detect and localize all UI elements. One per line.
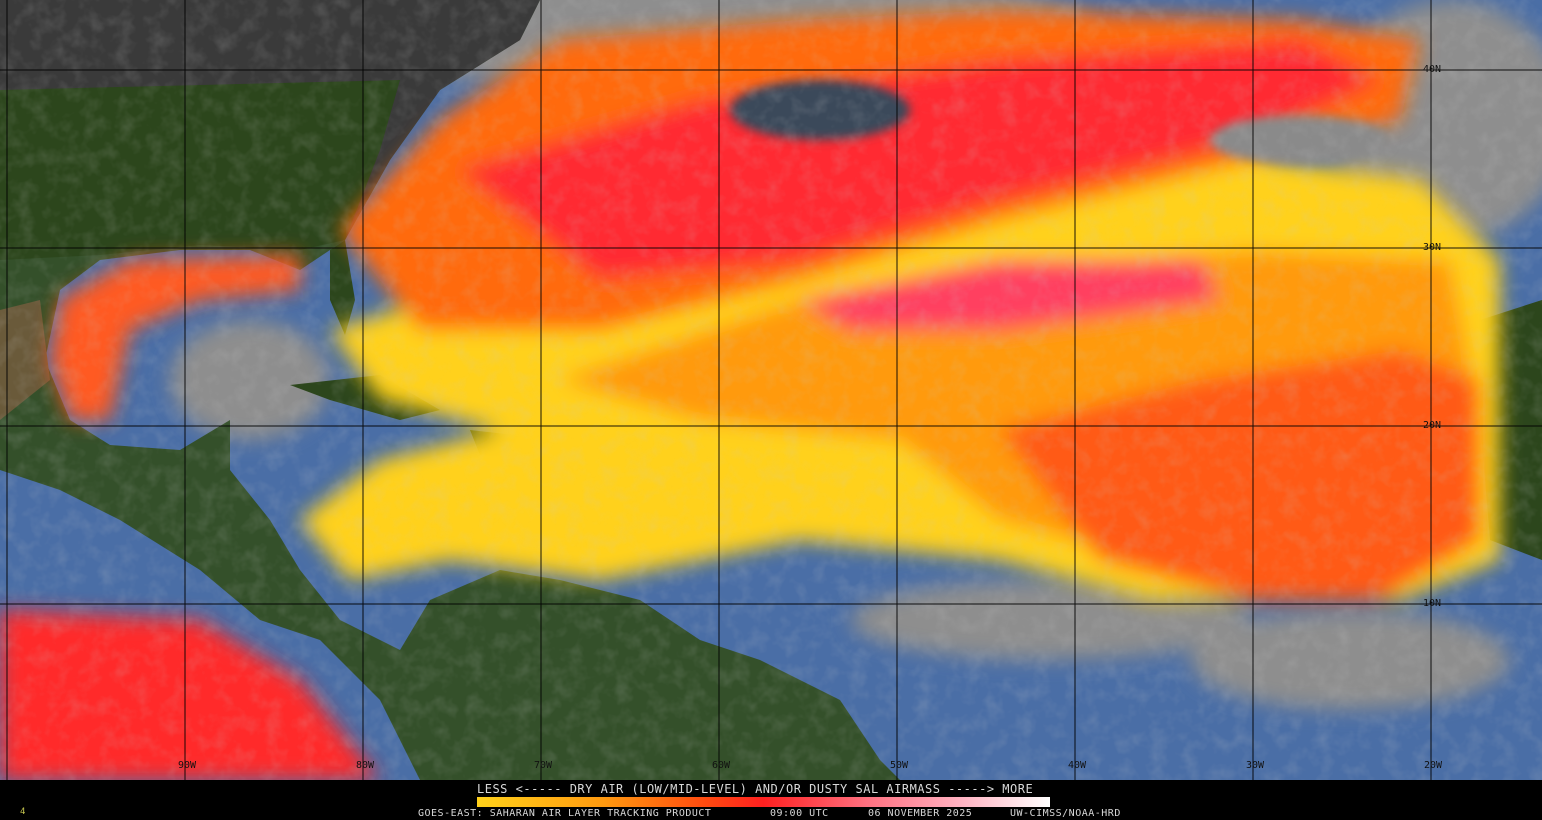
legend-colorbar	[477, 797, 1050, 807]
sal-satellite-map	[0, 0, 1542, 780]
frame-number: 4	[20, 807, 26, 817]
lat-label-10n: 10N	[1423, 598, 1442, 609]
lon-label-90w: 90W	[178, 760, 197, 771]
lat-label-30n: 30N	[1423, 242, 1442, 253]
date-label: 06 NOVEMBER 2025	[868, 808, 973, 819]
graticule	[0, 0, 1542, 780]
lat-label-20n: 20N	[1423, 420, 1442, 431]
lat-label-40n: 40N	[1423, 64, 1442, 75]
lon-label-20w: 20W	[1424, 760, 1443, 771]
time-label: 09:00 UTC	[770, 808, 829, 819]
lon-label-70w: 70W	[534, 760, 553, 771]
lon-label-50w: 50W	[890, 760, 909, 771]
lon-label-80w: 80W	[356, 760, 375, 771]
lon-label-30w: 30W	[1246, 760, 1265, 771]
legend-title: LESS <----- DRY AIR (LOW/MID-LEVEL) AND/…	[477, 782, 1034, 796]
credit-label: UW-CIMSS/NOAA-HRD	[1010, 808, 1121, 819]
lon-label-60w: 60W	[712, 760, 731, 771]
texture	[0, 0, 1542, 780]
product-name: GOES-EAST: SAHARAN AIR LAYER TRACKING PR…	[418, 808, 712, 819]
lon-label-40w: 40W	[1068, 760, 1087, 771]
